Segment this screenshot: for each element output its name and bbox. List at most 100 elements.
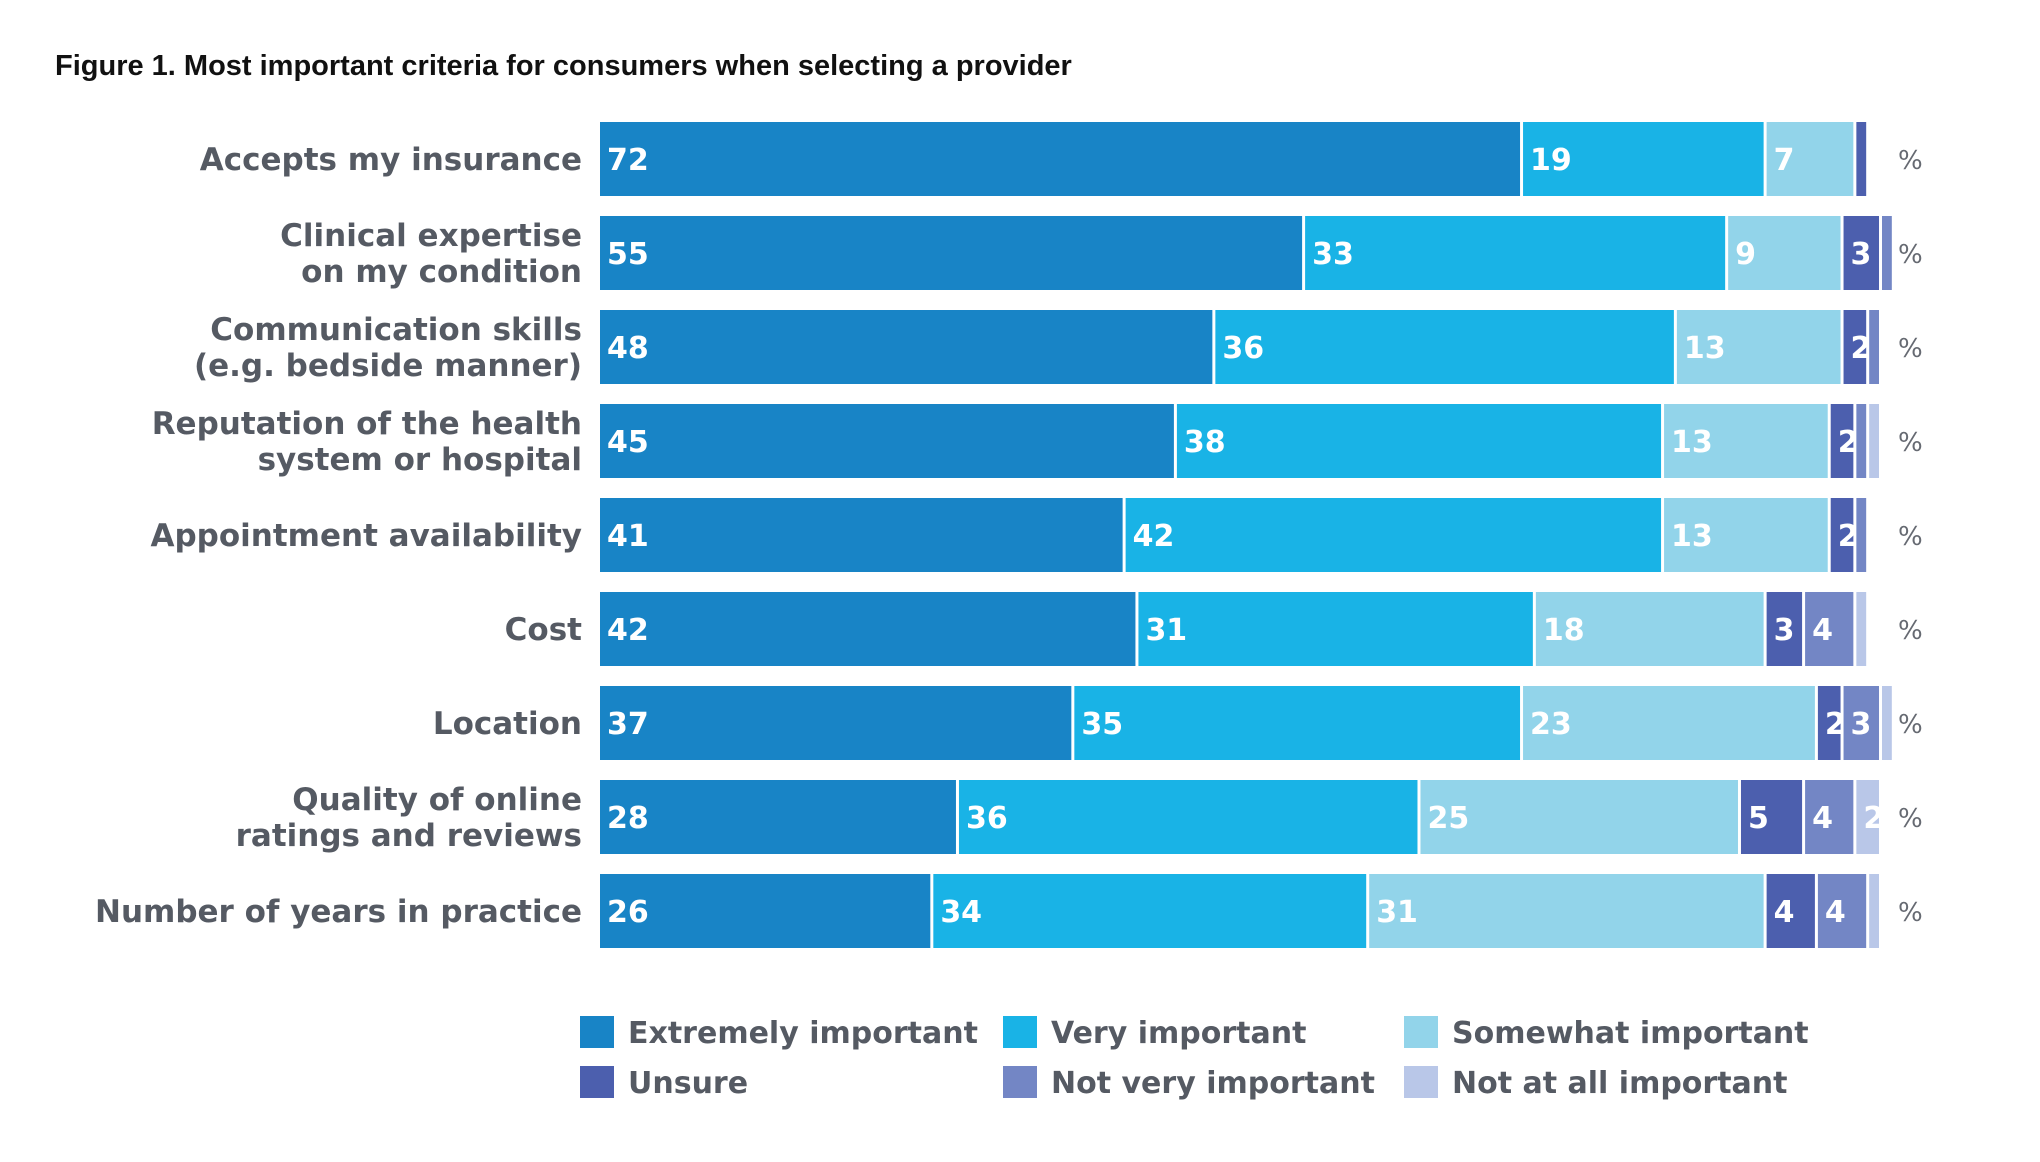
bar-segment-very-important-quality-of-online-ratings-and-reviews <box>958 780 1418 854</box>
legend-swatch <box>580 1016 614 1048</box>
bar-segment-extremely-important-clinical-expertise-on-my-condition <box>600 216 1303 290</box>
data-label-unsure-clinical-expertise-on-my-condition: 3 <box>1851 237 1872 272</box>
data-label-very-important-location: 35 <box>1081 707 1123 742</box>
bar-segment-not-very-important-quality-of-online-ratings-and-reviews <box>1805 780 1854 854</box>
data-label-somewhat-important-number-of-years-in-practice: 31 <box>1376 895 1418 930</box>
data-label-unsure-quality-of-online-ratings-and-reviews: 5 <box>1748 801 1769 836</box>
data-label-extremely-important-reputation-of-the-health-system-or-hospital: 45 <box>607 425 649 460</box>
bar-segment-very-important-clinical-expertise-on-my-condition <box>1305 216 1726 290</box>
data-label-very-important-number-of-years-in-practice: 34 <box>940 895 982 930</box>
legend-swatch <box>580 1066 614 1098</box>
category-label-clinical-expertise-on-my-condition: Clinical expertise on my condition <box>280 218 582 290</box>
category-label-accepts-my-insurance: Accepts my insurance <box>200 142 582 178</box>
bar-segment-unsure-communication-skills-e-g-bedside-manner <box>1843 310 1867 384</box>
data-label-somewhat-important-appointment-availability: 13 <box>1671 519 1713 554</box>
bar-segment-very-important-location <box>1074 686 1521 760</box>
data-label-very-important-communication-skills-e-g-bedside-manner: 36 <box>1222 331 1264 366</box>
legend-swatch <box>1404 1016 1438 1048</box>
bar-segment-unsure-clinical-expertise-on-my-condition <box>1843 216 1879 290</box>
bar-segment-extremely-important-cost <box>600 592 1136 666</box>
bar-segment-very-important-communication-skills-e-g-bedside-manner <box>1215 310 1674 384</box>
bar-segment-not-very-important-communication-skills-e-g-bedside-manner <box>1869 310 1879 384</box>
data-label-very-important-appointment-availability: 42 <box>1133 519 1175 554</box>
bar-segment-unsure-location <box>1817 686 1841 760</box>
bars-layer: Accepts my insurance 72 19 7 % Clinical exper… <box>95 122 1923 948</box>
data-label-very-important-clinical-expertise-on-my-condition: 33 <box>1312 237 1354 272</box>
data-label-unsure-cost: 3 <box>1774 613 1795 648</box>
data-label-unsure-location: 2 <box>1825 707 1846 742</box>
bar-segment-not-at-all-important-cost <box>1856 592 1867 666</box>
legend-item-not-at-all-important: Not at all important <box>1404 1066 1788 1101</box>
bar-segment-not-at-all-important-location <box>1882 686 1892 760</box>
category-label-quality-of-online-ratings-and-reviews: Quality of online ratings and reviews <box>236 782 582 854</box>
legend-swatch <box>1404 1066 1438 1098</box>
data-label-very-important-accepts-my-insurance: 19 <box>1530 143 1572 178</box>
bar-segment-very-important-number-of-years-in-practice <box>933 874 1367 948</box>
unit-label: % <box>1898 898 1923 928</box>
bar-segment-somewhat-important-number-of-years-in-practice <box>1369 874 1764 948</box>
bar-segment-not-very-important-appointment-availability <box>1856 498 1867 572</box>
bar-segment-very-important-reputation-of-the-health-system-or-hospital <box>1176 404 1662 478</box>
unit-label: % <box>1898 428 1923 458</box>
data-label-not-very-important-quality-of-online-ratings-and-reviews: 4 <box>1812 801 1833 836</box>
unit-label: % <box>1898 146 1923 176</box>
data-label-very-important-cost: 31 <box>1145 613 1187 648</box>
legend-label: Not at all important <box>1452 1066 1788 1101</box>
bar-row-quality-of-online-ratings-and-reviews: 28 36 25 5 4 2 <box>600 780 1884 854</box>
bar-segment-very-important-appointment-availability <box>1125 498 1662 572</box>
bar-segment-extremely-important-appointment-availability <box>600 498 1123 572</box>
bar-row-communication-skills-e-g-bedside-manner: 48 36 13 2 <box>600 310 1879 384</box>
bar-segment-extremely-important-number-of-years-in-practice <box>600 874 931 948</box>
data-label-somewhat-important-communication-skills-e-g-bedside-manner: 13 <box>1684 331 1726 366</box>
bar-segment-not-very-important-number-of-years-in-practice <box>1817 874 1867 948</box>
data-label-extremely-important-communication-skills-e-g-bedside-manner: 48 <box>607 331 649 366</box>
legend-item-somewhat-important: Somewhat important <box>1404 1016 1809 1051</box>
legend-label: Very important <box>1051 1016 1306 1051</box>
bar-segment-unsure-quality-of-online-ratings-and-reviews <box>1740 780 1803 854</box>
data-label-somewhat-important-reputation-of-the-health-system-or-hospital: 13 <box>1671 425 1713 460</box>
bar-segment-extremely-important-accepts-my-insurance <box>600 122 1521 196</box>
bar-segment-not-very-important-location <box>1843 686 1879 760</box>
bar-segment-not-at-all-important-quality-of-online-ratings-and-reviews <box>1856 780 1879 854</box>
unit-label: % <box>1898 616 1923 646</box>
category-label-appointment-availability: Appointment availability <box>150 518 582 554</box>
chart-title: Figure 1. Most important criteria for co… <box>55 50 1072 82</box>
data-label-extremely-important-clinical-expertise-on-my-condition: 55 <box>607 237 649 272</box>
bar-segment-very-important-cost <box>1138 592 1533 666</box>
legend-swatch <box>1003 1066 1037 1098</box>
unit-label: % <box>1898 710 1923 740</box>
bar-segment-somewhat-important-accepts-my-insurance <box>1766 122 1854 196</box>
category-label-communication-skills-e-g-bedside-manner: Communication skills (e.g. bedside manner… <box>194 312 582 384</box>
bar-row-clinical-expertise-on-my-condition: 55 33 9 3 <box>600 216 1892 290</box>
bar-segment-unsure-appointment-availability <box>1830 498 1854 572</box>
unit-label: % <box>1898 804 1923 834</box>
data-label-extremely-important-location: 37 <box>607 707 649 742</box>
data-label-not-very-important-location: 3 <box>1851 707 1872 742</box>
bar-segment-extremely-important-communication-skills-e-g-bedside-manner <box>600 310 1213 384</box>
bar-row-number-of-years-in-practice: 26 34 31 4 4 <box>600 874 1879 948</box>
data-label-not-at-all-important-quality-of-online-ratings-and-reviews: 2 <box>1863 801 1884 836</box>
legend-item-very-important: Very important <box>1003 1016 1306 1051</box>
data-label-extremely-important-quality-of-online-ratings-and-reviews: 28 <box>607 801 649 836</box>
bar-segment-extremely-important-quality-of-online-ratings-and-reviews <box>600 780 956 854</box>
data-label-somewhat-important-cost: 18 <box>1543 613 1585 648</box>
bar-segment-somewhat-important-cost <box>1535 592 1764 666</box>
legend: Extremely important Very important Somewha… <box>580 1016 1809 1101</box>
bar-segment-somewhat-important-quality-of-online-ratings-and-reviews <box>1420 780 1738 854</box>
data-label-unsure-number-of-years-in-practice: 4 <box>1774 895 1795 930</box>
category-label-cost: Cost <box>505 612 582 648</box>
data-label-somewhat-important-accepts-my-insurance: 7 <box>1774 143 1795 178</box>
data-label-extremely-important-accepts-my-insurance: 72 <box>607 143 649 178</box>
bar-row-accepts-my-insurance: 72 19 7 <box>600 122 1867 196</box>
data-label-unsure-communication-skills-e-g-bedside-manner: 2 <box>1851 331 1872 366</box>
legend-item-extremely-important: Extremely important <box>580 1016 978 1051</box>
bar-segment-not-very-important-cost <box>1805 592 1854 666</box>
bar-segment-not-very-important-clinical-expertise-on-my-condition <box>1882 216 1892 290</box>
data-label-not-very-important-cost: 4 <box>1812 613 1833 648</box>
bar-row-location: 37 35 23 2 3 <box>600 686 1892 760</box>
data-label-extremely-important-number-of-years-in-practice: 26 <box>607 895 649 930</box>
legend-label: Unsure <box>628 1066 748 1101</box>
bar-segment-extremely-important-location <box>600 686 1072 760</box>
data-label-somewhat-important-location: 23 <box>1530 707 1572 742</box>
